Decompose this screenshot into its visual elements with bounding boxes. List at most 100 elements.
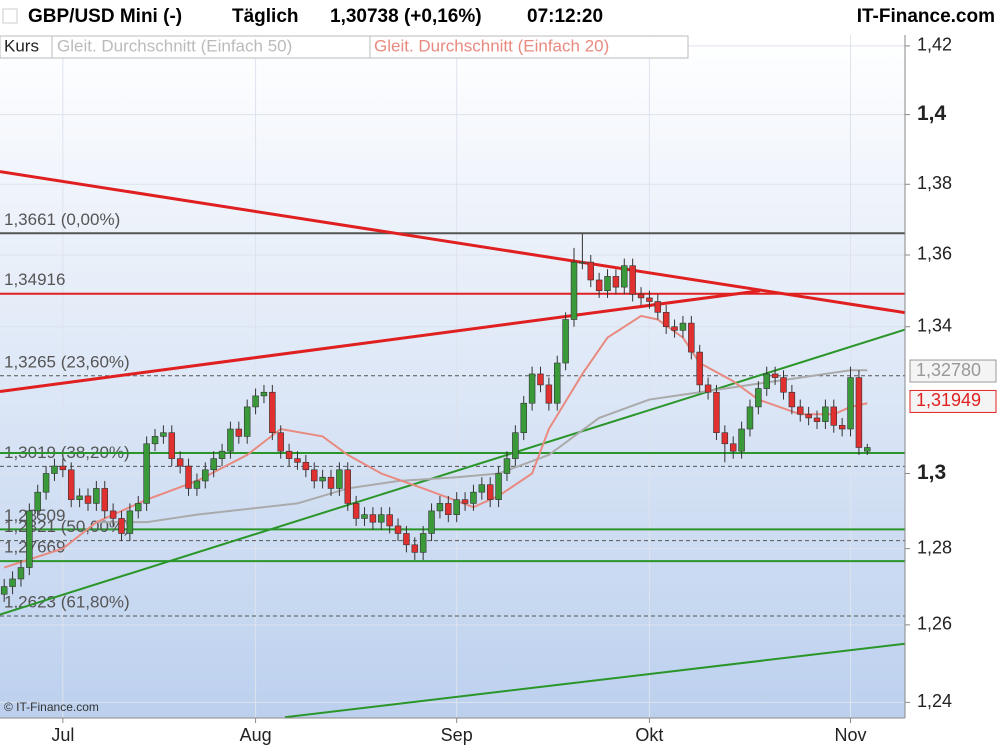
- candle-body: [369, 514, 377, 523]
- y-tick-label: 1,24: [917, 691, 952, 711]
- level-label: 1,34916: [4, 270, 65, 289]
- candle-body: [662, 312, 670, 328]
- candle-body: [9, 578, 16, 587]
- candle-body: [193, 480, 201, 489]
- candle-body: [830, 406, 838, 426]
- legend-box: [369, 35, 689, 59]
- y-tick-label: 1,28: [917, 537, 952, 557]
- candle-body: [118, 518, 125, 534]
- candle-body: [93, 488, 100, 504]
- candle-body: [545, 384, 553, 404]
- candle-body: [646, 297, 653, 302]
- candle-body: [0, 586, 8, 595]
- candle-body: [763, 373, 770, 389]
- candle-body: [470, 491, 477, 504]
- candle-body: [84, 495, 92, 504]
- candle-body: [419, 533, 427, 553]
- x-tick-label: Nov: [835, 725, 867, 745]
- candle-body: [503, 458, 511, 474]
- candle-body: [185, 465, 192, 489]
- candle-body: [637, 294, 645, 299]
- candle-body: [26, 510, 33, 568]
- candle-body: [554, 362, 561, 404]
- candle-body: [76, 495, 83, 500]
- header-title: GBP/USD Mini (-): [28, 6, 182, 27]
- candle-body: [595, 279, 603, 292]
- candle-body: [587, 261, 594, 281]
- candle-body: [176, 458, 184, 467]
- candle-body: [210, 458, 217, 471]
- candle-body: [679, 322, 687, 331]
- candle-body: [612, 276, 620, 288]
- candle-body: [302, 462, 310, 471]
- candle-body: [579, 261, 586, 264]
- candle-body: [570, 261, 578, 320]
- header-period: Täglich: [232, 6, 299, 27]
- candle-body: [621, 265, 628, 288]
- candle-body: [704, 384, 712, 393]
- candle-body: [361, 514, 368, 519]
- candle-body: [59, 465, 67, 471]
- candle-body: [855, 377, 863, 448]
- candle-body: [864, 447, 871, 452]
- candle-body: [729, 443, 737, 452]
- price-marker-label: 1,31949: [916, 390, 981, 410]
- candle-body: [243, 406, 251, 437]
- candle-body: [344, 469, 351, 504]
- header-quote: 1,30738 (+0,16%): [330, 6, 482, 27]
- candle-body: [294, 458, 301, 463]
- candle-body: [797, 406, 804, 415]
- y-tick-label: 1,3: [917, 461, 946, 484]
- y-tick-label: 1,34: [917, 315, 952, 335]
- candle-body: [721, 432, 729, 445]
- candle-body: [847, 377, 854, 430]
- candle-body: [537, 373, 544, 386]
- candle-body: [696, 351, 703, 386]
- candle-body: [788, 391, 796, 408]
- candle-body: [780, 377, 787, 393]
- header-time: 07:12:20: [527, 6, 603, 27]
- candle-body: [688, 322, 695, 353]
- candle-body: [17, 567, 25, 580]
- candle-body: [478, 484, 486, 493]
- header-brand: IT-Finance.com: [857, 6, 995, 27]
- candle-body: [227, 428, 234, 452]
- candle-body: [218, 450, 226, 459]
- candle-body: [813, 417, 821, 422]
- candle-body: [126, 510, 134, 534]
- price-marker: [909, 389, 997, 413]
- candle-body: [160, 432, 167, 437]
- trendline: [0, 170, 905, 315]
- candle-body: [34, 491, 41, 512]
- x-tick-label: Okt: [635, 725, 663, 745]
- level-label: 1,3265 (23,60%): [4, 352, 130, 371]
- candle-body: [838, 425, 846, 430]
- candle-body: [352, 503, 360, 519]
- candle-body: [495, 473, 502, 500]
- y-tick-label: 1,36: [917, 244, 952, 264]
- candle-body: [805, 413, 812, 419]
- candle-body: [319, 476, 326, 482]
- candle-body: [151, 436, 159, 445]
- candle-body: [436, 503, 444, 512]
- candle-body: [822, 406, 829, 422]
- candle-body: [67, 469, 75, 500]
- y-tick-label: 1,42: [917, 35, 952, 55]
- candle-body: [327, 476, 335, 489]
- candle-body: [428, 510, 435, 534]
- candle-body: [109, 510, 117, 519]
- candle-body: [394, 525, 402, 534]
- candle-body: [386, 514, 393, 527]
- level-label: 1,27669: [4, 538, 65, 557]
- candle-body: [168, 432, 176, 459]
- candle-body: [629, 265, 636, 295]
- legend-item: Gleit. Durchschnitt (Einfach 20): [374, 36, 609, 55]
- trendline: [0, 328, 905, 616]
- candle-body: [51, 465, 58, 474]
- candle-body: [403, 533, 410, 546]
- candle-body: [336, 469, 343, 489]
- legend-item: Kurs: [4, 36, 39, 55]
- candle-body: [311, 469, 318, 482]
- candle-body: [562, 319, 569, 364]
